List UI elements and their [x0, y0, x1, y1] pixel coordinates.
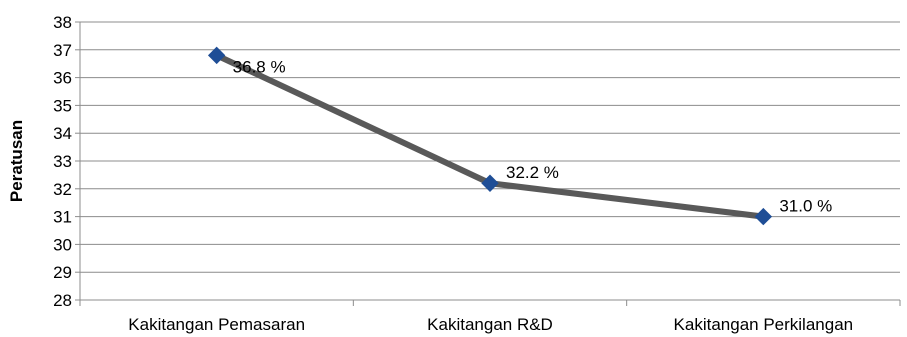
- x-category-label: Kakitangan R&D: [427, 315, 553, 334]
- data-label: 36.8 %: [233, 57, 286, 76]
- y-tick-label: 35: [53, 96, 72, 115]
- series-group: [207, 46, 773, 226]
- y-tick-label: 34: [53, 124, 72, 143]
- y-tick-label: 38: [53, 13, 72, 32]
- y-tick-label: 28: [53, 291, 72, 310]
- y-tick-label: 32: [53, 180, 72, 199]
- axes: [75, 21, 901, 306]
- y-tick-label: 37: [53, 41, 72, 60]
- y-tick-label: 36: [53, 69, 72, 88]
- x-category-labels: Kakitangan Pemasaran Kakitangan R&D Kakita…: [128, 315, 853, 334]
- y-axis-title: Peratusan: [7, 120, 26, 202]
- series-line: [213, 52, 767, 220]
- data-point-marker: [754, 207, 773, 226]
- x-category-label: Kakitangan Perkilangan: [674, 315, 854, 334]
- y-tick-label: 31: [53, 208, 72, 227]
- gridlines: [80, 21, 900, 301]
- y-tick-label: 33: [53, 152, 72, 171]
- y-tick-label: 29: [53, 263, 72, 282]
- data-labels: 36.8 % 32.2 % 31.0 %: [233, 57, 833, 215]
- data-point-marker: [207, 46, 226, 65]
- y-tick-labels: 28 29 30 31 32 33 34 35 36 37 38: [53, 13, 72, 310]
- data-label: 32.2 %: [506, 163, 559, 182]
- x-category-label: Kakitangan Pemasaran: [128, 315, 305, 334]
- data-label: 31.0 %: [779, 197, 832, 216]
- y-tick-label: 30: [53, 235, 72, 254]
- data-point-marker: [481, 174, 499, 192]
